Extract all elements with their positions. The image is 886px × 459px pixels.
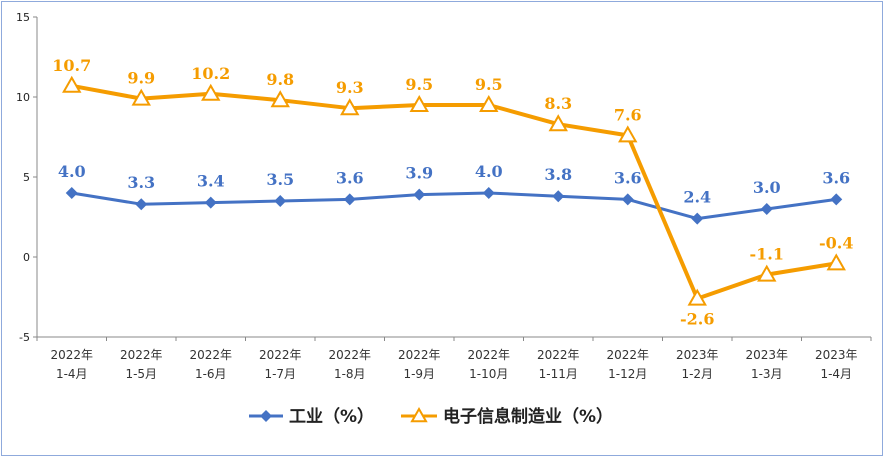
y-tick-label: 0 [23,251,30,264]
data-point [687,288,707,306]
data-point [131,88,151,106]
x-tick-label-year: 2022年 [398,348,441,362]
data-label: 3.3 [127,173,155,192]
x-tick-label-year: 2022年 [259,348,302,362]
legend-marker-electronics [410,406,428,423]
data-label: -1.1 [750,245,784,264]
x-tick-label-period: 1-7月 [264,367,296,381]
x-tick-label-year: 2022年 [189,348,232,362]
x-tick-label-year: 2023年 [745,348,788,362]
data-label: 3.6 [336,168,364,187]
data-point [482,187,495,199]
x-tick-label-period: 1-12月 [608,367,647,381]
legend-label-electronics: 电子信息制造业（%） [443,406,613,427]
data-point [757,264,777,282]
data-point [340,98,360,116]
data-label: 8.3 [544,94,572,113]
legend-marker-industry [260,410,272,422]
data-point [691,212,704,225]
data-point [201,83,221,101]
data-label: 3.9 [405,164,433,183]
data-label: 2.4 [683,188,711,207]
x-tick-label-period: 1-6月 [195,367,227,381]
x-tick-label-year: 2022年 [50,348,93,362]
data-label: 10.7 [52,56,91,75]
data-label: 3.6 [822,168,850,187]
data-point [760,203,773,215]
data-label: 3.8 [544,165,572,184]
data-point [274,195,287,207]
x-tick-label-year: 2022年 [606,348,649,362]
data-label: 10.2 [191,64,230,83]
x-tick-label-year: 2022年 [467,348,510,362]
x-tick-label-year: 2022年 [328,348,371,362]
data-point [65,187,78,199]
y-tick-label: 10 [16,91,30,104]
data-label: 3.6 [614,168,642,187]
data-point [830,193,843,206]
data-label: -2.6 [680,310,714,329]
data-point [413,188,426,201]
data-label: -0.4 [819,233,853,252]
y-tick-label: -5 [19,331,30,344]
x-tick-label-year: 2022年 [537,348,580,362]
data-point [409,94,429,112]
data-point [343,193,356,206]
data-label: 9.9 [127,69,155,88]
x-tick-label-period: 1-3月 [751,367,783,381]
data-label: 4.0 [58,162,86,181]
x-tick-label-period: 1-4月 [56,367,88,381]
x-tick-label-period: 1-11月 [539,367,578,381]
data-point [552,190,565,203]
data-label: 9.5 [475,75,503,94]
x-tick-label-year: 2023年 [815,348,858,362]
data-label: 9.8 [266,70,294,89]
data-label: 3.5 [266,170,294,189]
x-tick-label-period: 1-5月 [125,367,157,381]
data-point [270,90,290,108]
x-tick-label-period: 1-4月 [820,367,852,381]
data-point [135,198,148,211]
data-label: 3.0 [753,178,781,197]
data-label: 9.3 [336,78,364,97]
data-point [548,114,568,132]
data-label: 3.4 [197,172,225,191]
x-tick-label-period: 1-2月 [681,367,713,381]
data-label: 7.6 [614,105,642,124]
data-point [618,125,638,143]
x-tick-label-period: 1-10月 [469,367,508,381]
data-point [826,253,846,271]
x-tick-label-period: 1-8月 [334,367,366,381]
data-label: 4.0 [475,162,503,181]
series-line-electronics [71,83,837,301]
series-line-industry [71,191,837,221]
legend-label-industry: 工业（%） [289,406,374,427]
x-tick-label-year: 2023年 [676,348,719,362]
y-tick-label: 15 [16,11,30,24]
y-tick-label: 5 [23,171,30,184]
data-label: 9.5 [405,75,433,94]
data-point [621,193,634,206]
x-tick-label-period: 1-9月 [403,367,435,381]
x-tick-label-year: 2022年 [120,348,163,362]
data-point [204,196,217,209]
data-point [479,94,499,112]
data-point [62,75,82,93]
